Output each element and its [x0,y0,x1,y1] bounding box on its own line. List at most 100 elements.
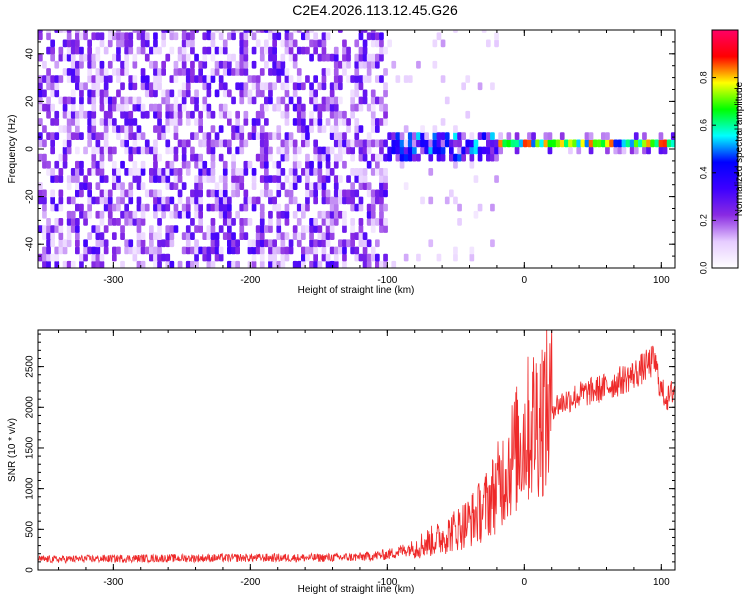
heatmap-cell [75,82,80,91]
heatmap-cell [288,246,294,255]
heatmap-cell [149,168,154,176]
heatmap-cell [140,203,146,212]
heatmap-cell [284,46,290,55]
heatmap-cell [264,39,269,48]
heatmap-cell [375,32,380,41]
heatmap-cell [296,175,302,183]
heatmap-cell [194,30,199,33]
heatmap-cell [161,175,166,183]
heatmap-cell [103,96,109,105]
heatmap-cell [173,96,179,105]
heatmap-cell [136,30,142,33]
heatmap-cell [268,239,273,248]
heatmap-cell [87,125,92,133]
heatmap-cell [370,125,376,133]
heatmap-cell [95,168,101,176]
heatmap-cell [194,53,199,62]
heatmap-cell [338,139,343,148]
heatmap-cell [42,260,47,268]
heatmap-cell [153,39,158,48]
heatmap-cell [272,39,277,48]
heatmap-cell [514,139,520,148]
heatmap-cell [214,30,220,33]
heatmap-cell [288,53,294,62]
heatmap-cell [231,239,236,248]
heatmap-cell [149,82,154,91]
heatmap-cell [136,218,142,226]
heatmap-cell [370,153,376,162]
heatmap-cell [305,175,310,183]
heatmap-cell [58,46,64,55]
heatmap-cell [157,75,162,83]
heatmap-cell [403,253,409,262]
heatmap-cell [206,32,212,41]
heatmap-cell [107,39,113,48]
heatmap-cell [329,210,335,219]
heatmap-cell [432,39,438,48]
heatmap-cell [124,239,129,248]
heatmap-cell [403,139,409,148]
heatmap-cell [395,146,401,155]
heatmap-cell [75,68,80,76]
heatmap-cell [153,110,158,119]
heatmap-cell [99,239,105,248]
heatmap-cell [325,189,331,198]
heatmap-cell [436,146,442,155]
heatmap-cell [165,110,171,119]
heatmap-cell [329,196,335,205]
heatmap-cell [259,30,265,33]
heatmap-cell [194,175,199,183]
heatmap-cell [99,118,105,126]
heatmap-cell [46,168,51,176]
heatmap-cell [346,239,351,248]
heatmap-cell [321,196,327,205]
heatmap-cell [66,239,72,248]
heatmap-cell [136,260,142,268]
heatmap-cell [42,189,47,198]
heatmap-cell [62,246,68,255]
heatmap-cell [198,139,203,148]
heatmap-cell [144,146,150,155]
heatmap-cell [243,46,249,55]
heatmap-cell [161,89,166,98]
heatmap-cell [235,125,240,133]
heatmap-cell [58,246,64,255]
heatmap-cell [317,118,323,126]
heatmap-cell [358,239,364,248]
heatmap-cell [120,189,125,198]
heatmap-cell [251,239,257,248]
heatmap-cell [317,82,323,91]
heatmap-cell [91,32,97,41]
heatmap-cell [99,103,105,112]
heatmap-cell [157,46,162,55]
heatmap-cell [99,60,105,69]
heatmap-cell [218,189,224,198]
heatmap-cell [239,203,245,212]
heatmap-cell [239,168,245,176]
heatmap-cell [194,160,199,169]
heatmap-cell [284,146,290,155]
heatmap-cell [268,189,273,198]
heatmap-cell [173,182,179,190]
heatmap-cell [210,175,216,183]
heatmap-cell [268,210,273,219]
heatmap-cell [412,146,417,155]
heatmap-cell [161,125,166,133]
heatmap-cell [305,153,310,162]
heatmap-cell [169,118,175,126]
heatmap-cell [75,118,80,126]
heatmap-cell [375,153,380,162]
heatmap-cell [107,96,113,105]
heatmap-cell [112,182,117,190]
heatmap-cell [190,232,195,240]
heatmap-cell [366,103,372,112]
heatmap-cell [50,168,55,176]
heatmap-cell [366,260,372,268]
heatmap-cell [54,30,60,33]
heatmap-cell [144,139,150,148]
heatmap-cell [194,260,199,268]
heatmap-cell [362,239,368,248]
y-tick-label: 0 [25,146,36,152]
heatmap-cell [375,160,380,169]
heatmap-cell [231,68,236,76]
